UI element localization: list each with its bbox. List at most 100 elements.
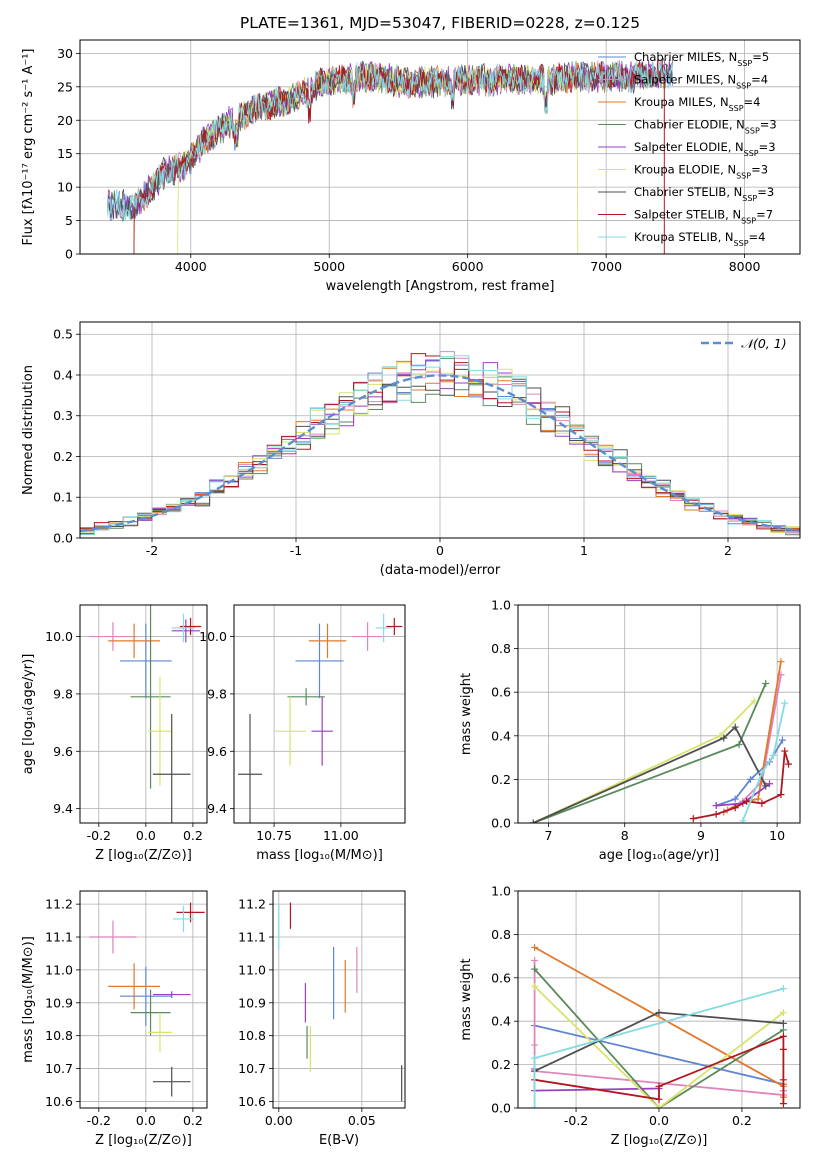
data-point (716, 732, 724, 740)
data-point (779, 1019, 787, 1027)
y-tick-label: 0.2 (53, 449, 73, 464)
y-tick-label: 0 (65, 247, 73, 262)
y-tick-label: 0.6 (491, 685, 511, 700)
data-point (531, 1104, 539, 1108)
legend-entry: Kroupa ELODIE, NSSP=3 (634, 163, 768, 181)
y-tick-label: 20 (57, 113, 73, 128)
grid-age_vs_Z (80, 605, 207, 823)
data-point (762, 782, 770, 790)
plot-area-age_vs_Z (89, 605, 202, 823)
x-tick-label: 0.2 (183, 828, 203, 843)
data-point (531, 1041, 539, 1049)
y-tick-label: 10.0 (45, 629, 73, 644)
x-tick-label: -0.2 (87, 828, 111, 843)
y-tick-label: 10.0 (199, 629, 227, 644)
spectrum-line-kroupa-stelib (107, 60, 673, 222)
data-point (779, 1026, 787, 1034)
panel-mass_vs_ebv: 0.00 0.05 10.6 10.7 10.8 10.9 11.0 11.1 11.2 E(B-… (238, 890, 406, 1148)
x-tick-label: 0 (436, 543, 444, 558)
y-tick-label: 0.8 (491, 927, 511, 942)
data-point (531, 965, 539, 973)
x-axis-label: Z [log₁₀(Z/Z⊙)] (95, 848, 192, 863)
series-line-kroupa-miles (723, 661, 782, 813)
y-axis-label: mass weight (459, 673, 474, 755)
y-tick-label: 0.6 (491, 970, 511, 985)
panel-massweight_vs_age: 7 8 9 10 0.0 0.2 0.4 0.6 0.8 1.0 age [log₁₀(age/yr… (459, 598, 801, 863)
data-point (655, 1095, 663, 1103)
y-tick-label: 0.5 (53, 327, 73, 342)
grid-mass_vs_ebv (273, 891, 405, 1108)
plot-area-residuals (80, 351, 800, 536)
x-axis-label: mass [log₁₀(M/M⊙)] (256, 848, 383, 863)
panel-age_vs_mass: 10.75 11.00 9.4 9.6 9.8 10.0 mass [log₁₀(M/M⊙)… (199, 604, 406, 863)
data-point (739, 817, 747, 823)
axes-frame (79, 321, 801, 539)
data-point (766, 780, 774, 788)
axes-frame (272, 890, 406, 1109)
x-tick-label: 1 (580, 543, 588, 558)
data-point (778, 736, 786, 744)
y-axis-label: mass weight (459, 958, 474, 1040)
axes-frame (79, 39, 801, 255)
y-tick-label: 5 (65, 213, 73, 228)
data-point (777, 791, 785, 799)
data-point (531, 982, 539, 990)
y-tick-label: 15 (57, 146, 73, 161)
x-tick-label: -0.2 (87, 1113, 111, 1128)
grid-massweight_vs_age (518, 604, 800, 824)
data-point (750, 697, 758, 705)
plot-area-spectrum (107, 57, 673, 254)
data-point (769, 751, 777, 759)
x-axis-label: E(B-V) (319, 1133, 359, 1148)
data-point (531, 956, 539, 964)
data-point (785, 760, 793, 768)
data-point (731, 723, 739, 731)
data-point (743, 797, 751, 805)
x-tick-label: 7 (545, 828, 553, 843)
data-point (779, 985, 787, 993)
y-tick-label: 25 (57, 79, 73, 94)
x-tick-label: 0.2 (183, 1113, 203, 1128)
legend-entry: Chabrier MILES, NSSP=5 (634, 50, 769, 68)
normal-reference-curve (80, 374, 800, 533)
legend-entry: Salpeter ELODIE, NSSP=3 (634, 140, 776, 158)
series-line-salpeter-miles (727, 674, 782, 811)
y-tick-label: 0.3 (53, 408, 73, 423)
data-point (762, 679, 770, 687)
plot-area-mass_vs_Z (89, 902, 205, 1097)
data-point (779, 1032, 787, 1040)
data-point (529, 819, 537, 823)
x-tick-label: 0.00 (265, 1113, 293, 1128)
y-tick-label: 30 (57, 46, 73, 61)
x-axis-label: wavelength [Angstrom, rest frame] (326, 279, 555, 294)
series-line-kroupa-stelib (741, 702, 786, 822)
legend-entry: Salpeter STELIB, NSSP=7 (634, 208, 773, 226)
legend-entry: Kroupa STELIB, NSSP=4 (634, 230, 765, 248)
y-tick-label: 11.1 (45, 930, 73, 945)
x-tick-label: 4000 (175, 259, 207, 274)
y-tick-label: 10.8 (45, 1028, 73, 1043)
series-line-salpeter-stelib (693, 750, 790, 820)
x-tick-label: 7000 (590, 259, 622, 274)
y-tick-label: 0.1 (53, 490, 73, 505)
panel-age_vs_Z: -0.2 0.0 0.2 9.4 9.6 9.8 10.0 Z [log₁₀(Z/Z⊙)] ag… (21, 604, 208, 863)
data-point (712, 810, 720, 818)
y-tick-label: 10.9 (238, 995, 266, 1010)
data-point (779, 1076, 787, 1084)
data-point (746, 775, 754, 783)
y-tick-label: 0.2 (491, 772, 511, 787)
data-point (720, 734, 728, 742)
y-tick-label: 9.4 (207, 801, 227, 816)
plot-area-age_vs_mass (238, 613, 403, 823)
y-tick-label: 9.6 (207, 744, 227, 759)
y-tick-label: 10.6 (238, 1094, 266, 1109)
axes-frame (233, 604, 406, 824)
axes-frame (517, 890, 801, 1109)
legend-entry: Chabrier ELODIE, NSSP=3 (634, 118, 777, 136)
y-tick-label: 11.2 (238, 897, 266, 912)
y-tick-label: 0.0 (53, 531, 73, 546)
plot-area-massweight_vs_Z (531, 943, 787, 1108)
x-tick-label: 8000 (729, 259, 761, 274)
y-tick-label: 11.0 (45, 962, 73, 977)
